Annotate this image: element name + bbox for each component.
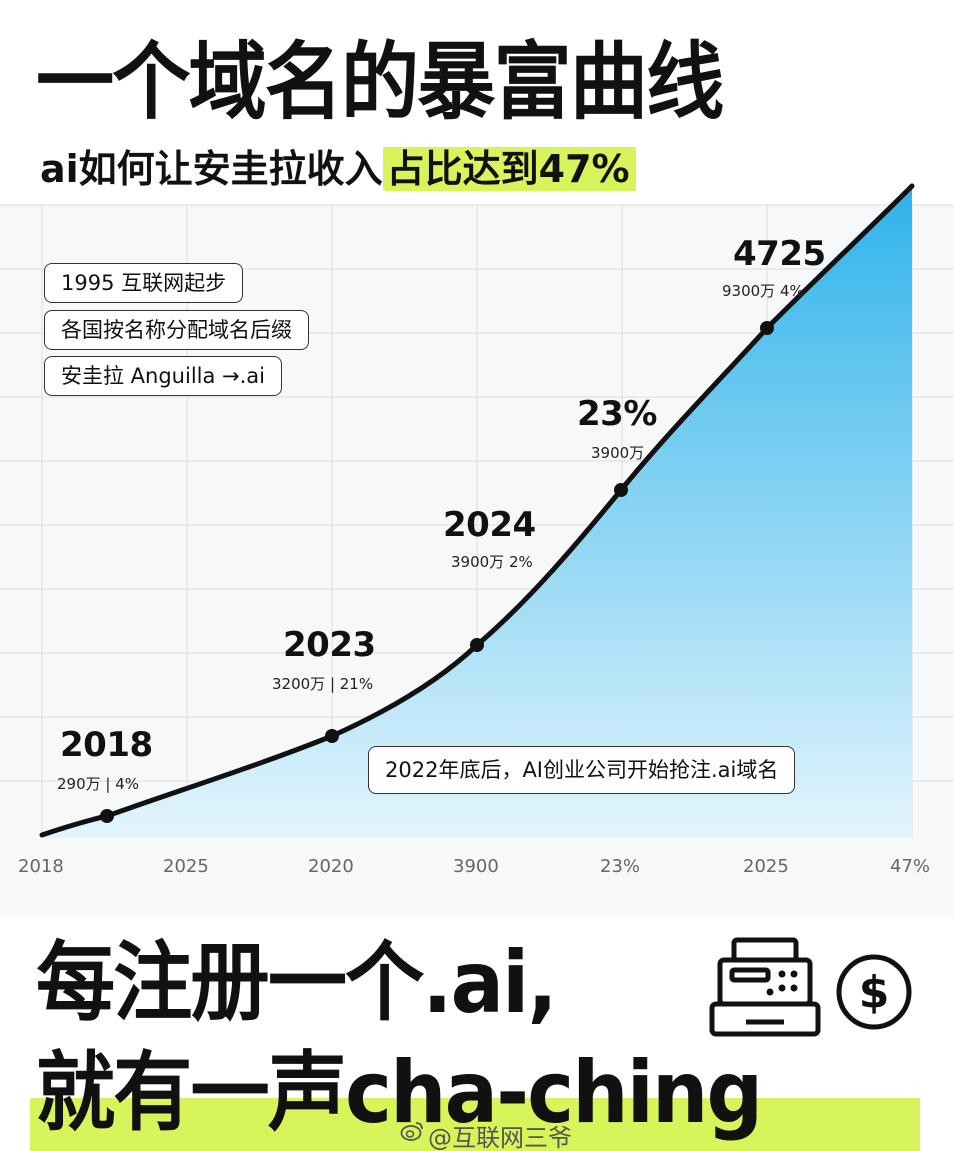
data-point [325,729,339,743]
point-label-small: 3900万 [591,444,645,462]
point-label-big: 2024 [443,505,536,545]
x-tick-label: 3900 [453,856,499,877]
data-point [470,638,484,652]
note-1995: 1995 互联网起步 [44,263,244,303]
area-chart [0,183,954,838]
svg-text:$: $ [859,967,890,1018]
point-label-big: 23% [577,394,657,434]
data-points [100,321,774,823]
data-point [100,809,114,823]
x-tick-label: 2018 [18,856,64,877]
cash-register-icon [709,937,821,1037]
point-label-small: 290万 | 4% [57,775,140,793]
point-label-big: 2018 [60,725,153,765]
x-tick-label: 2025 [163,856,209,877]
x-tick-label: 2020 [308,856,354,877]
watermark: @互联网三爷 [428,1124,572,1151]
point-label-small: 3200万 | 21% [272,675,374,693]
note-anguilla: 安圭拉 Anguilla →.ai [44,356,283,396]
x-tick-label: 23% [600,856,641,877]
weibo-icon [400,1122,423,1141]
slogan-line-1: 每注册一个.ai, [36,933,558,1033]
slogan-highlight-bar [30,1098,920,1151]
subtitle-prefix: ai如何让安圭拉收入 [40,147,383,191]
dollar-coin-icon: $ [836,954,912,1030]
point-label-big: 2023 [283,625,376,665]
x-tick-label: 2025 [743,856,789,877]
slogan-line-2: 就有一声cha-ching [36,1043,763,1143]
data-point [760,321,774,335]
subtitle: ai如何让安圭拉收入 占比达到47% [40,145,636,193]
data-point [614,483,628,497]
note-suffix: 各国按名称分配域名后缀 [44,310,309,350]
page-title: 一个域名的暴富曲线 [36,33,724,131]
point-label-big: 4725 [733,234,826,274]
area-fill [42,186,912,838]
annotation-box: 2022年底后，AI创业公司开始抢注.ai域名 [368,746,796,794]
point-label-small: 9300万 4% [722,282,804,300]
x-tick-label: 47% [890,856,931,877]
point-label-small: 3900万 2% [451,553,533,571]
subtitle-highlight: 占比达到47% [382,147,636,191]
